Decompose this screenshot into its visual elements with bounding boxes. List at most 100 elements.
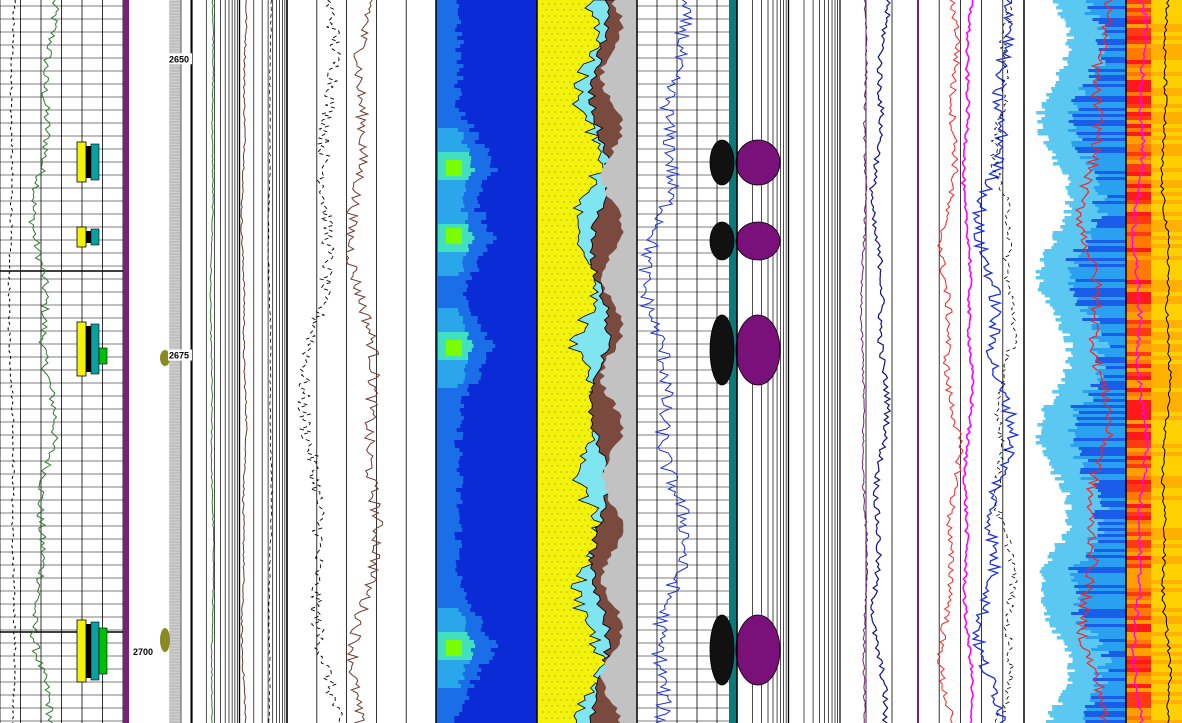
lithology-sand-dot [545, 681, 547, 683]
image-track-cyan-band [1101, 687, 1126, 691]
lithology-sand-dot [548, 51, 550, 53]
image-track-blue-band [436, 604, 472, 608]
image-track-blue-hotspot [446, 172, 462, 176]
lithology-sand-dot [569, 321, 571, 323]
image-track-blue-band [436, 496, 461, 500]
lithology-sand-dot [563, 237, 565, 239]
image-track-heat-band [1151, 548, 1182, 552]
image-track-cyan-band [1065, 540, 1126, 544]
lithology-sand-dot [566, 339, 568, 341]
image-track-cyan-band [1091, 324, 1126, 328]
lithology-sand-dot [572, 267, 574, 269]
lithology-sand-dot [578, 303, 580, 305]
lithology-sand-dot [566, 555, 568, 557]
image-track-cyan-band [1064, 501, 1126, 505]
image-track-blue-band [436, 280, 466, 284]
lithology-sand-dot [593, 141, 595, 143]
lithology-sand-dot [542, 411, 544, 413]
lithology-sand-dot [575, 249, 577, 251]
image-track-heat-band [1151, 148, 1182, 152]
image-track-heat-band [1126, 244, 1151, 248]
lithology-sand-dot [572, 3, 574, 5]
image-track-cyan-band [1063, 480, 1126, 484]
lithology-sand-dot [581, 393, 583, 395]
depth-label: 2675 [169, 351, 189, 361]
lithology-sand-dot [578, 27, 580, 29]
lithology-sand-dot [560, 243, 562, 245]
image-track-cyan-band [1085, 93, 1126, 97]
lithology-sand-dot [590, 15, 592, 17]
lithology-sand-dot [560, 267, 562, 269]
image-track-heat-band [1126, 648, 1151, 652]
lithology-sand-dot [563, 297, 565, 299]
lithology-sand-dot [560, 111, 562, 113]
image-track-heat-band [1151, 476, 1182, 480]
lithology-sand-dot [560, 15, 562, 17]
lithology-sand-dot [551, 465, 553, 467]
lithology-sand-dot [551, 681, 553, 683]
image-track-cyan-band [1063, 339, 1126, 343]
image-track-cyan-band [1099, 369, 1126, 373]
lithology-sand-dot [566, 3, 568, 5]
image-track-heat-band [1151, 552, 1182, 556]
image-track-cyan-band [1104, 198, 1126, 202]
lithology-sand-dot [581, 657, 583, 659]
lithology-sand-dot [581, 633, 583, 635]
image-track-heat-band [1126, 392, 1151, 396]
image-track-blue-band [436, 512, 460, 516]
image-track-blue-band [436, 80, 458, 84]
image-track-cyan-band [1078, 588, 1126, 592]
image-track-cyan-band [1068, 183, 1126, 187]
image-track-heat-band [1126, 152, 1151, 156]
image-track-heat-band [1126, 652, 1151, 656]
image-track-heat-band [1126, 600, 1151, 604]
lithology-sand-dot [572, 255, 574, 257]
lithology-sand-dot [575, 693, 577, 695]
lithology-sand-dot [542, 171, 544, 173]
lithology-sand-dot [554, 219, 556, 221]
image-track-heat-band [1126, 112, 1151, 116]
image-track-heat-band [1126, 496, 1151, 500]
image-track-heat-band [1126, 172, 1151, 176]
lithology-sand-dot [548, 159, 550, 161]
lithology-sand-dot [560, 435, 562, 437]
lithology-sand-dot [587, 189, 589, 191]
lithology-sand-dot [569, 261, 571, 263]
image-track-heat-band [1151, 188, 1182, 192]
image-track-blue-highlight [438, 244, 469, 248]
lithology-sand-dot [554, 627, 556, 629]
image-track-cyan-band [1093, 3, 1126, 7]
lithology-sand-dot [542, 447, 544, 449]
lithology-sand-dot [563, 45, 565, 47]
image-track-heat-band [1126, 400, 1151, 404]
lithology-sand-dot [557, 537, 559, 539]
track-5-purple-fill [735, 314, 781, 386]
image-track-heat-band [1126, 224, 1151, 228]
image-track-cyan-band [1058, 3, 1126, 7]
lithology-sand-dot [569, 393, 571, 395]
image-track-cyan-band [1091, 219, 1126, 223]
lithology-sand-dot [587, 657, 589, 659]
lithology-sand-dot [569, 165, 571, 167]
image-track-heat-band [1126, 660, 1151, 664]
track-fills [76, 0, 1182, 723]
lithology-sand-dot [572, 315, 574, 317]
lithology-sand-dot [575, 69, 577, 71]
image-track-blue-hotspot [446, 352, 462, 356]
lithology-sand-dot [581, 177, 583, 179]
image-track-cyan-band [1061, 378, 1126, 382]
lithology-sand-dot [545, 489, 547, 491]
lithology-sand-dot [548, 687, 550, 689]
lithology-sand-dot [563, 345, 565, 347]
image-track-blue-band [436, 716, 455, 720]
image-track-cyan-band [1097, 42, 1126, 46]
lithology-sand-dot [542, 435, 544, 437]
lithology-sand-dot [560, 591, 562, 593]
image-track-heat-band [1151, 528, 1182, 532]
image-track-cyan-band [1072, 114, 1126, 118]
track-5-black-fill [709, 314, 735, 386]
lithology-sand-dot [563, 57, 565, 59]
image-track-cyan-band [1083, 615, 1126, 619]
lithology-sand-dot [569, 177, 571, 179]
image-track-heat-band [1151, 308, 1182, 312]
